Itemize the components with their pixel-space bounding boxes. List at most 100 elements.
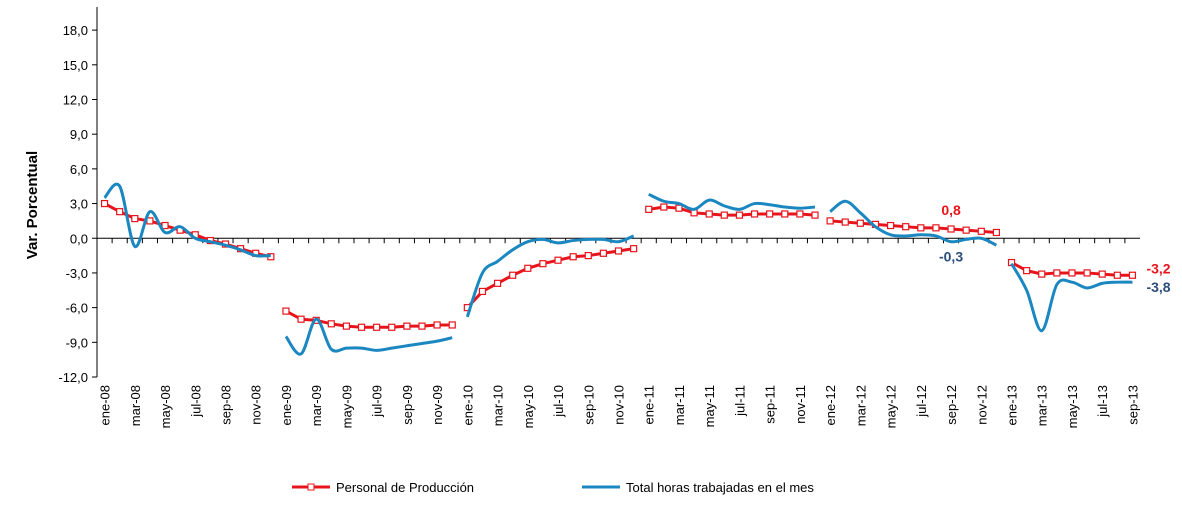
point-marker — [811, 211, 819, 219]
point-marker — [645, 205, 653, 213]
x-tick-label: jul-09 — [370, 385, 385, 418]
x-tick-label: mar-10 — [491, 385, 506, 426]
point-marker — [932, 224, 940, 232]
y-tick-label: -3,0 — [66, 266, 88, 281]
value-label: 0,8 — [941, 202, 961, 218]
point-marker — [720, 211, 728, 219]
point-marker — [433, 321, 441, 329]
y-axis-label: Var. Porcentual — [24, 151, 41, 259]
x-tick-label: jul-08 — [188, 385, 203, 418]
x-tick-label: nov-08 — [249, 385, 264, 425]
point-marker — [569, 253, 577, 261]
value-label: -0,3 — [939, 249, 963, 265]
point-marker — [1038, 270, 1046, 278]
point-marker — [100, 199, 109, 208]
x-tick-label: jul-11 — [732, 385, 747, 417]
x-tick-label: ene-11 — [642, 385, 657, 425]
y-tick-label: -6,0 — [66, 301, 88, 316]
x-tick-label: may-08 — [158, 385, 173, 428]
y-tick-label: 0,0 — [70, 231, 88, 246]
x-tick-label: mar-08 — [128, 385, 143, 426]
point-marker — [962, 226, 970, 234]
x-tick-label: sep-12 — [944, 385, 959, 425]
series-line — [830, 219, 997, 234]
point-marker — [660, 203, 668, 211]
point-marker — [1098, 270, 1106, 278]
point-marker — [1113, 271, 1121, 279]
point-marker — [1128, 271, 1137, 279]
point-marker — [403, 322, 411, 330]
point-marker — [161, 221, 169, 230]
series-line — [466, 247, 634, 309]
point-marker — [947, 225, 955, 233]
y-tick-label: 15,0 — [63, 58, 88, 73]
x-tick-label: may-10 — [521, 385, 536, 428]
point-marker — [856, 219, 864, 227]
x-tick-label: ene-13 — [1005, 385, 1020, 425]
point-marker — [599, 249, 607, 257]
x-tick-label: nov-10 — [612, 385, 627, 425]
legend-label: Total horas trabajadas en el mes — [626, 480, 814, 495]
point-marker — [992, 228, 1000, 237]
point-marker — [357, 323, 366, 331]
point-marker — [614, 247, 623, 255]
x-tick-label: ene-10 — [460, 385, 475, 425]
point-marker — [342, 322, 351, 330]
point-marker — [902, 223, 910, 231]
value-label: -3,8 — [1146, 279, 1170, 295]
value-label: -3,2 — [1146, 260, 1170, 276]
point-marker — [524, 264, 532, 272]
series-line — [103, 182, 271, 258]
point-marker — [750, 210, 759, 218]
x-tick-label: ene-08 — [98, 385, 113, 425]
point-marker — [1053, 269, 1061, 277]
x-tick-label: nov-09 — [430, 385, 445, 425]
y-tick-label: 12,0 — [63, 93, 88, 108]
point-marker — [146, 217, 154, 225]
point-marker — [509, 271, 517, 279]
point-marker — [886, 221, 895, 230]
point-marker — [448, 321, 456, 329]
series-line — [829, 199, 998, 247]
x-tick-label: sep-09 — [400, 385, 415, 425]
x-tick-label: ene-09 — [279, 385, 294, 425]
point-marker — [826, 217, 834, 225]
x-tick-label: jul-12 — [914, 385, 929, 418]
point-marker — [1068, 269, 1076, 277]
point-marker — [781, 210, 789, 218]
y-tick-label: 3,0 — [70, 197, 88, 212]
series-line — [648, 192, 816, 211]
point-marker — [766, 210, 774, 218]
x-tick-label: nov-11 — [793, 385, 808, 424]
legend-marker — [307, 483, 315, 491]
point-marker — [796, 210, 804, 218]
x-tick-label: nov-12 — [974, 385, 989, 425]
point-marker — [131, 214, 139, 223]
x-tick-label: sep-13 — [1125, 385, 1140, 425]
legend-label: Personal de Producción — [336, 480, 474, 495]
point-marker — [539, 260, 547, 268]
series-line — [1010, 262, 1133, 333]
point-marker — [1023, 267, 1031, 275]
y-tick-label: 6,0 — [70, 162, 88, 177]
x-tick-label: mar-09 — [309, 385, 324, 426]
point-marker — [282, 307, 290, 315]
x-tick-label: sep-11 — [763, 385, 778, 424]
point-marker — [917, 224, 925, 232]
point-marker — [388, 323, 396, 331]
point-marker — [493, 279, 502, 287]
x-tick-label: may-09 — [339, 385, 354, 428]
point-marker — [675, 204, 683, 212]
point-marker — [735, 211, 744, 219]
x-tick-label: jul-13 — [1095, 385, 1110, 418]
x-tick-label: mar-11 — [672, 385, 687, 425]
y-tick-label: -12,0 — [58, 370, 88, 385]
x-tick-label: jul-10 — [551, 385, 566, 418]
point-marker — [297, 315, 305, 323]
x-tick-label: ene-12 — [823, 385, 838, 425]
x-tick-label: may-11 — [702, 385, 717, 427]
point-marker — [977, 227, 985, 235]
x-tick-label: may-13 — [1065, 385, 1080, 428]
point-marker — [478, 287, 487, 296]
